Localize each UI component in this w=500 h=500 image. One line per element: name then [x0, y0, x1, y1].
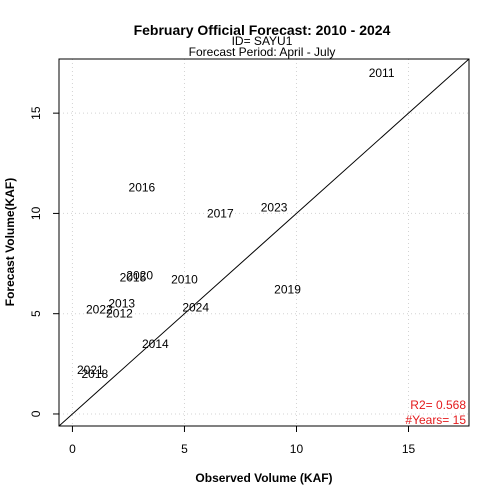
chart-subtitle-id: ID= SAYU1 [232, 34, 293, 48]
point-label-2015: 2015 [120, 271, 147, 285]
point-label-2022: 2022 [86, 303, 113, 317]
x-axis-label: Observed Volume (KAF) [195, 471, 332, 485]
point-label-2014: 2014 [142, 337, 169, 351]
point-label-2010: 2010 [171, 273, 198, 287]
chart-subtitle-period: Forecast Period: April - July [189, 45, 336, 59]
point-label-2017: 2017 [207, 206, 234, 220]
point-label-2013: 2013 [108, 297, 135, 311]
plot-frame [58, 58, 470, 427]
point-label-2016: 2016 [129, 180, 156, 194]
x-tick-label-1: 5 [181, 442, 188, 456]
chart-title: February Official Forecast: 2010 - 2024 [134, 22, 391, 38]
point-label-2019: 2019 [274, 283, 301, 297]
point-label-2012: 2012 [106, 307, 133, 321]
point-label-2024: 2024 [182, 301, 209, 315]
y-axis-label: Forecast Volume(KAF) [3, 178, 17, 306]
y-tick-label-3: 15 [29, 106, 43, 120]
r2-stat: R2= 0.568 [410, 398, 466, 412]
point-label-2020: 2020 [126, 269, 153, 283]
y-tick-label-2: 10 [29, 206, 43, 220]
point-label-2023: 2023 [261, 200, 288, 214]
point-label-2011: 2011 [369, 66, 395, 80]
x-tick-label-0: 0 [69, 442, 76, 456]
y-tick-label-0: 0 [29, 410, 43, 417]
x-axis: 0 5 10 15 [69, 426, 416, 456]
x-tick-label-3: 15 [402, 442, 416, 456]
grid-lines [59, 59, 469, 426]
one-to-one-reference-line [59, 59, 469, 426]
y-axis: 0 5 10 15 [29, 106, 59, 417]
point-label-2021: 2021 [77, 363, 104, 377]
years-count-stat: #Years= 15 [405, 413, 466, 427]
y-tick-label-1: 5 [29, 310, 43, 317]
point-label-2018: 2018 [81, 367, 108, 381]
x-tick-label-2: 10 [290, 442, 304, 456]
